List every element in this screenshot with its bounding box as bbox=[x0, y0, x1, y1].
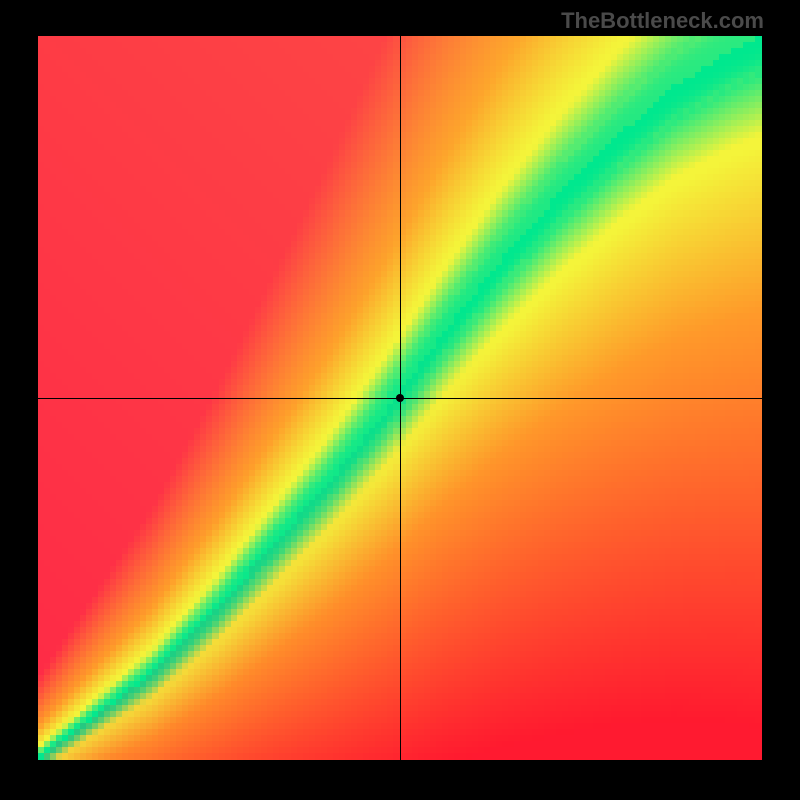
watermark-text: TheBottleneck.com bbox=[561, 8, 764, 34]
crosshair-dot bbox=[396, 394, 404, 402]
